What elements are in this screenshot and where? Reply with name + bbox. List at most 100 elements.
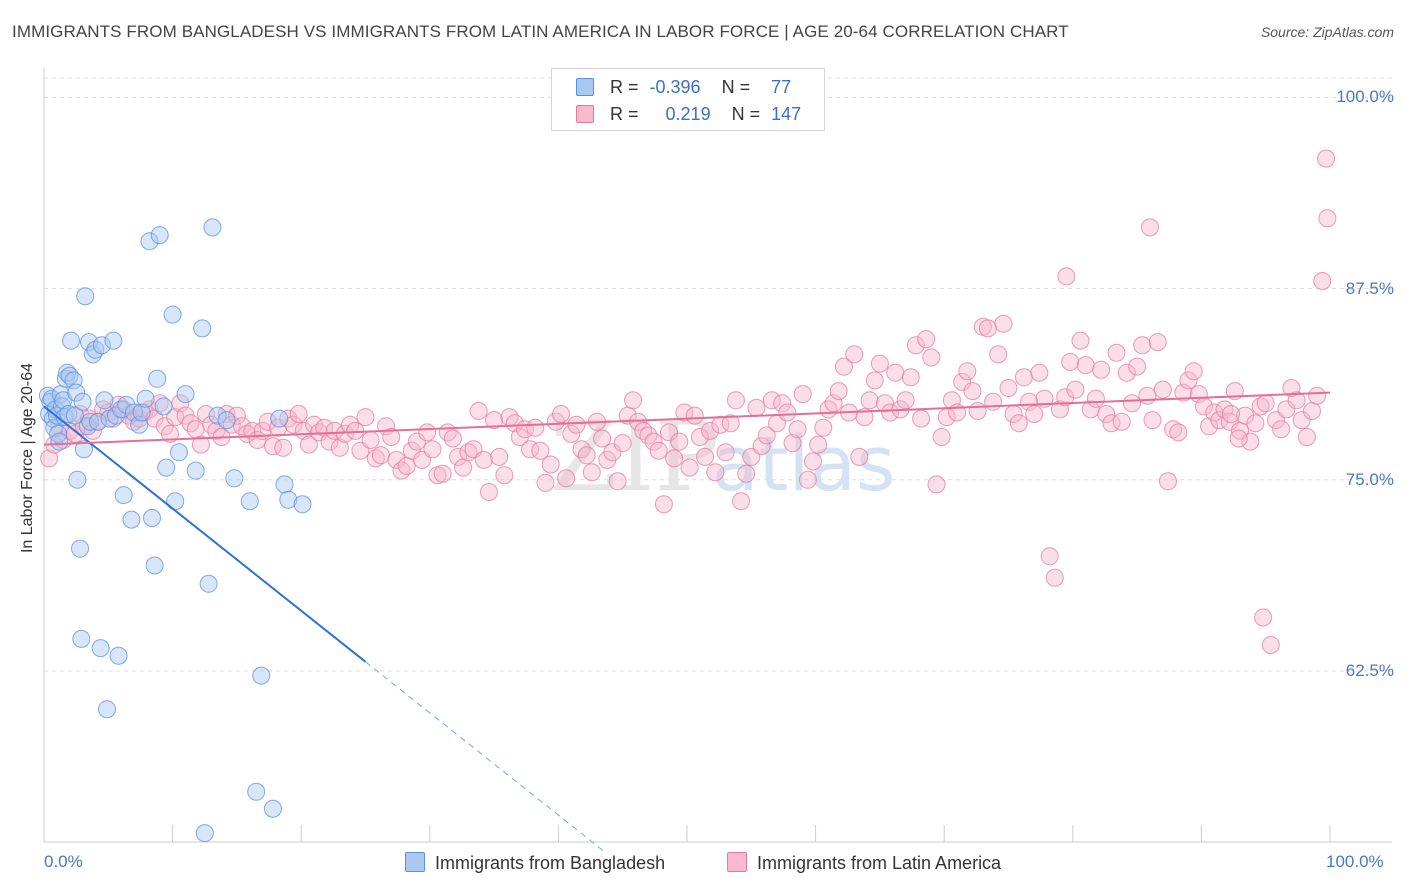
bottom-legend-bangladesh: Immigrants from Bangladesh (405, 852, 665, 874)
point-immigrants-from-latin-america (788, 420, 807, 439)
point-immigrants-from-latin-america (335, 424, 354, 443)
point-immigrants-from-latin-america (541, 455, 560, 474)
point-immigrants-from-latin-america (1133, 336, 1152, 355)
point-immigrants-from-latin-america (1174, 383, 1193, 402)
point-immigrants-from-latin-america (1241, 432, 1260, 451)
point-immigrants-from-bangladesh (208, 406, 227, 425)
point-immigrants-from-bangladesh (157, 458, 176, 477)
point-immigrants-from-bangladesh (104, 331, 123, 350)
point-immigrants-from-bangladesh (62, 331, 80, 350)
point-immigrants-from-latin-america (325, 421, 344, 440)
point-immigrants-from-latin-america (1148, 333, 1167, 352)
point-immigrants-from-latin-america (1169, 423, 1188, 442)
point-immigrants-from-latin-america (433, 464, 452, 483)
point-immigrants-from-latin-america (289, 405, 308, 423)
point-immigrants-from-latin-america (881, 403, 900, 422)
point-immigrants-from-latin-america (1287, 391, 1306, 410)
point-immigrants-from-latin-america (125, 412, 143, 431)
point-immigrants-from-latin-america (315, 418, 334, 437)
point-immigrants-from-latin-america (1040, 547, 1059, 566)
point-immigrants-from-latin-america (690, 428, 709, 446)
point-immigrants-from-latin-america (680, 458, 699, 477)
point-immigrants-from-latin-america (876, 394, 894, 413)
point-immigrants-from-latin-america (1035, 389, 1054, 408)
point-immigrants-from-bangladesh (92, 336, 111, 355)
point-immigrants-from-latin-america (624, 391, 642, 410)
point-immigrants-from-latin-america (1097, 405, 1116, 423)
point-immigrants-from-latin-america (536, 473, 555, 492)
point-immigrants-from-bangladesh (86, 340, 105, 359)
point-immigrants-from-bangladesh (240, 492, 259, 511)
point-immigrants-from-bangladesh (73, 392, 92, 411)
point-immigrants-from-latin-america (1272, 420, 1291, 439)
x-tick-label-max: 100.0% (1326, 852, 1384, 871)
point-immigrants-from-latin-america (798, 470, 817, 489)
point-immigrants-from-latin-america (804, 452, 822, 471)
point-immigrants-from-latin-america (443, 429, 462, 448)
point-immigrants-from-bangladesh (252, 666, 271, 685)
point-immigrants-from-latin-america (582, 463, 601, 482)
point-immigrants-from-latin-america (613, 434, 632, 453)
point-immigrants-from-latin-america (721, 414, 740, 433)
point-immigrants-from-latin-america (1071, 331, 1090, 350)
point-immigrants-from-latin-america (999, 379, 1018, 397)
point-immigrants-from-bangladesh (154, 397, 173, 416)
point-immigrants-from-latin-america (1138, 386, 1157, 405)
point-immigrants-from-latin-america (1220, 412, 1239, 431)
axes (43, 68, 1392, 843)
point-immigrants-from-bangladesh (203, 218, 222, 237)
bottom-legend-label: Immigrants from Latin America (757, 853, 1002, 873)
point-immigrants-from-latin-america (490, 447, 509, 466)
legend-r-value: 0.219 (665, 104, 711, 124)
point-immigrants-from-bangladesh (53, 397, 71, 416)
point-immigrants-from-latin-america (1141, 218, 1159, 237)
point-immigrants-from-latin-america (757, 426, 776, 445)
point-immigrants-from-latin-america (1056, 388, 1075, 407)
point-immigrants-from-latin-america (778, 403, 797, 422)
point-immigrants-from-latin-america (901, 368, 920, 387)
point-immigrants-from-bangladesh (293, 495, 312, 514)
point-immigrants-from-latin-america (480, 483, 498, 501)
point-immigrants-from-latin-america (1128, 357, 1147, 376)
point-immigrants-from-latin-america (665, 449, 684, 468)
point-immigrants-from-bangladesh (143, 509, 161, 527)
x-tick-label-min: 0.0% (44, 852, 83, 871)
point-immigrants-from-latin-america (485, 411, 504, 430)
point-immigrants-from-latin-america (865, 371, 884, 390)
point-immigrants-from-bangladesh (49, 424, 68, 443)
point-immigrants-from-latin-america (495, 466, 514, 485)
point-immigrants-from-latin-america (1246, 414, 1265, 433)
point-immigrants-from-latin-america (660, 423, 678, 442)
point-immigrants-from-latin-america (1086, 389, 1105, 408)
bottom-legend-swatch-bangladesh (405, 852, 425, 872)
point-immigrants-from-latin-america (1025, 405, 1044, 423)
point-immigrants-from-latin-america (274, 438, 293, 457)
point-immigrants-from-bangladesh (279, 490, 298, 509)
point-immigrants-from-latin-america (968, 402, 987, 420)
point-immigrants-from-bangladesh (263, 799, 282, 818)
point-immigrants-from-latin-america (1254, 608, 1273, 627)
point-immigrants-from-bangladesh (247, 782, 266, 801)
point-immigrants-from-bangladesh (68, 470, 87, 489)
y-tick-label: 75.0% (1345, 469, 1394, 489)
point-immigrants-from-latin-america (654, 495, 673, 514)
point-immigrants-from-latin-america (649, 441, 668, 460)
point-immigrants-from-bangladesh (89, 412, 107, 431)
point-immigrants-from-latin-america (855, 408, 874, 427)
point-immigrants-from-latin-america (1076, 356, 1095, 375)
point-immigrants-from-latin-america (1308, 386, 1327, 405)
point-immigrants-from-latin-america (701, 421, 720, 440)
point-immigrants-from-bangladesh (74, 440, 93, 459)
point-immigrants-from-bangladesh (122, 510, 141, 529)
trend-line-latin-america (43, 391, 1331, 446)
point-immigrants-from-latin-america (963, 382, 982, 401)
point-immigrants-from-latin-america (845, 345, 864, 364)
trend-line-bangladesh-extension (365, 661, 604, 852)
point-immigrants-from-latin-america (762, 391, 781, 410)
point-immigrants-from-latin-america (726, 391, 745, 410)
point-immigrants-from-bangladesh (150, 226, 169, 245)
point-immigrants-from-latin-america (860, 391, 879, 410)
point-immigrants-from-latin-america (732, 492, 750, 511)
y-tick-label: 62.5% (1345, 661, 1394, 680)
